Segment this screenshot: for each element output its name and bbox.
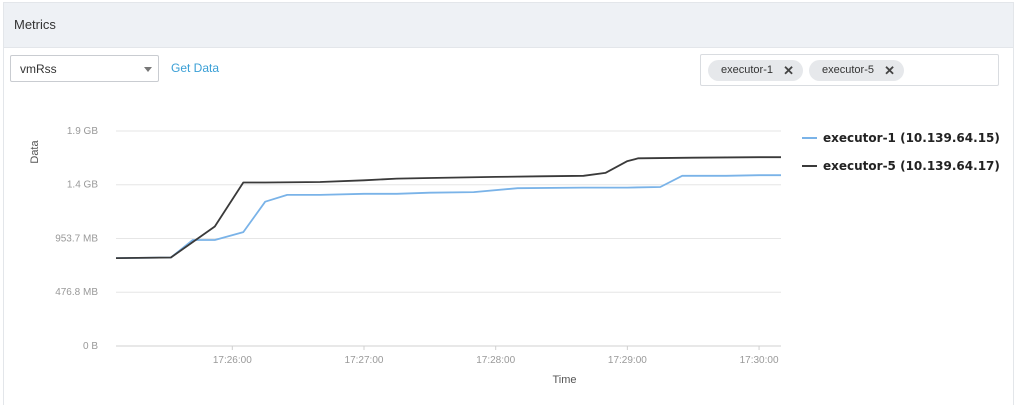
- legend-label-executor-5: executor-5 (10.139.64.17): [823, 159, 1000, 173]
- close-icon[interactable]: ✕: [884, 63, 895, 78]
- y-axis-title: Data: [29, 140, 41, 164]
- executor-tag-label: executor-1: [721, 64, 773, 76]
- x-tick-label: 17:30:00: [740, 355, 779, 366]
- legend-label-executor-1: executor-1 (10.139.64.15): [823, 131, 1000, 145]
- x-tick-label: 17:26:00: [213, 355, 252, 366]
- series-line-executor-5: [115, 156, 781, 259]
- y-tick-label: 1.4 GB: [67, 180, 98, 191]
- panel-title: Metrics: [4, 3, 1013, 48]
- y-tick-label: 476.8 MB: [55, 287, 98, 298]
- x-axis-title: Time: [552, 374, 576, 386]
- x-tick-label: 17:27:00: [345, 355, 384, 366]
- executor-tag-label: executor-5: [822, 64, 874, 76]
- executor-filter-input[interactable]: executor-1 ✕ executor-5 ✕: [700, 54, 999, 86]
- executor-tag: executor-5 ✕: [809, 60, 904, 81]
- metric-select-value: vmRss: [20, 62, 57, 76]
- x-tick-label: 17:28:00: [476, 355, 515, 366]
- executor-tag: executor-1 ✕: [708, 60, 803, 81]
- y-tick-label: 1.9 GB: [67, 126, 98, 137]
- metric-select[interactable]: vmRss: [10, 55, 159, 82]
- y-tick-label: 953.7 MB: [55, 233, 98, 244]
- x-tick-label: 17:29:00: [608, 355, 647, 366]
- chevron-down-icon: [144, 67, 152, 72]
- series-line-executor-1: [115, 174, 781, 259]
- y-tick-label: 0 B: [83, 341, 98, 352]
- close-icon[interactable]: ✕: [783, 63, 794, 78]
- get-data-link[interactable]: Get Data: [171, 61, 220, 75]
